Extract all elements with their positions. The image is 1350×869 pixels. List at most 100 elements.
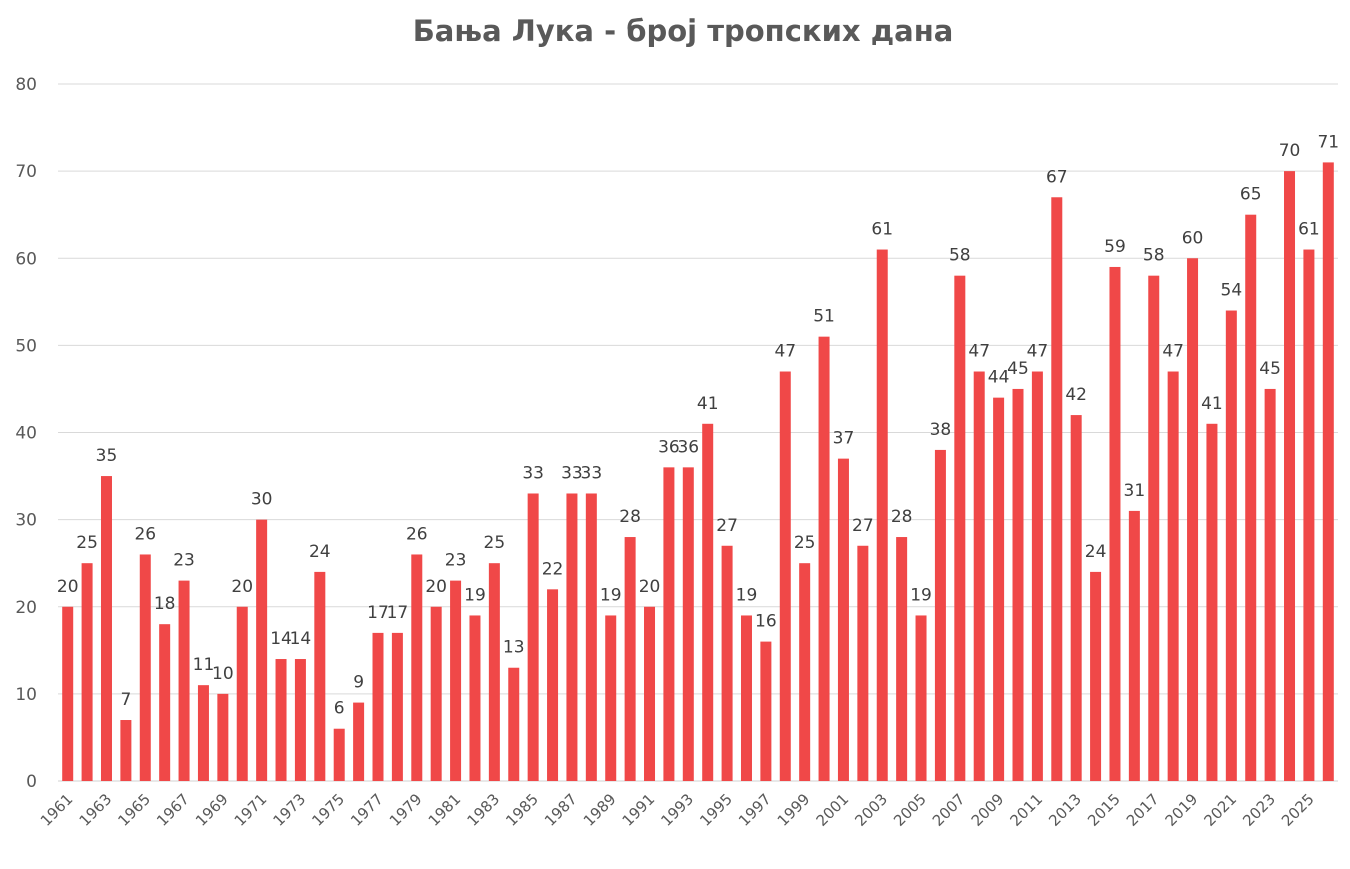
- bar: [1012, 388, 1024, 781]
- bar: [62, 606, 74, 781]
- bar: [605, 615, 617, 781]
- bar: [547, 589, 559, 781]
- x-tick-label: 1999: [774, 790, 814, 830]
- bar: [1322, 162, 1334, 782]
- bar: [566, 493, 578, 781]
- bar: [1090, 571, 1102, 781]
- data-label: 13: [503, 638, 525, 658]
- bar: [682, 467, 694, 781]
- data-label: 20: [57, 577, 79, 597]
- bar: [178, 580, 190, 781]
- x-tick-label: 1989: [580, 790, 620, 830]
- bar: [256, 519, 268, 781]
- data-label: 14: [270, 629, 292, 649]
- bar: [1051, 197, 1063, 781]
- data-label: 59: [1104, 237, 1126, 257]
- data-label: 60: [1182, 228, 1204, 248]
- x-tick-label: 2013: [1045, 790, 1085, 830]
- bar: [818, 336, 830, 781]
- data-label: 26: [134, 524, 156, 544]
- data-label: 38: [930, 420, 952, 440]
- bar: [217, 693, 229, 781]
- x-tick-label: 1971: [231, 790, 271, 830]
- data-label: 19: [464, 585, 486, 605]
- bar: [1128, 510, 1140, 781]
- x-tick-label: 2001: [813, 790, 853, 830]
- y-tick-label: 80: [15, 75, 37, 95]
- bar: [740, 615, 752, 781]
- data-label: 26: [406, 524, 428, 544]
- bar: [721, 545, 733, 781]
- y-tick-label: 70: [15, 162, 37, 182]
- bar: [799, 563, 811, 781]
- data-label: 31: [1124, 481, 1146, 501]
- data-label: 65: [1240, 185, 1262, 205]
- data-label: 67: [1046, 167, 1068, 187]
- x-tick-label: 2009: [968, 790, 1008, 830]
- bar: [915, 615, 927, 781]
- data-label: 30: [251, 490, 273, 510]
- bars: [62, 162, 1334, 782]
- x-tick-label: 2005: [890, 790, 930, 830]
- bar: [236, 606, 248, 781]
- bar: [469, 615, 481, 781]
- x-tick-label: 1985: [502, 790, 542, 830]
- data-label: 19: [910, 585, 932, 605]
- x-tick-label: 1977: [347, 790, 387, 830]
- bar: [159, 624, 171, 781]
- data-label: 45: [1007, 359, 1029, 379]
- x-tick-label: 2007: [929, 790, 969, 830]
- bar: [1070, 415, 1082, 781]
- x-tick-label: 2025: [1278, 790, 1318, 830]
- bar: [1284, 171, 1296, 781]
- y-tick-label: 60: [15, 249, 37, 269]
- x-tick-label: 1979: [386, 790, 426, 830]
- y-tick-label: 50: [15, 336, 37, 356]
- data-label: 19: [600, 585, 622, 605]
- x-tick-label: 1995: [696, 790, 736, 830]
- data-label: 27: [716, 516, 738, 536]
- data-label: 42: [1065, 385, 1087, 405]
- x-tick-label: 1981: [425, 790, 465, 830]
- bar: [1206, 423, 1218, 781]
- data-label: 71: [1317, 132, 1339, 152]
- data-label: 45: [1259, 359, 1281, 379]
- bar: [896, 537, 908, 781]
- data-label: 70: [1279, 141, 1301, 161]
- bar: [624, 537, 636, 781]
- data-label: 17: [387, 603, 409, 623]
- data-label: 19: [736, 585, 758, 605]
- data-label: 25: [484, 533, 506, 553]
- bar: [527, 493, 539, 781]
- bar: [314, 571, 326, 781]
- data-label: 54: [1221, 281, 1243, 301]
- data-label: 35: [96, 446, 118, 466]
- data-label: 24: [309, 542, 331, 562]
- x-tick-label: 1987: [541, 790, 581, 830]
- bar: [857, 545, 869, 781]
- x-tick-label: 1975: [308, 790, 348, 830]
- data-label: 61: [871, 220, 893, 240]
- data-label: 11: [193, 655, 215, 675]
- data-label: 28: [619, 507, 641, 527]
- x-tick-label: 2011: [1006, 790, 1046, 830]
- bar: [585, 493, 597, 781]
- data-label: 33: [581, 463, 603, 483]
- data-label: 33: [561, 463, 583, 483]
- bar: [430, 606, 442, 781]
- bar: [391, 632, 403, 781]
- data-label: 47: [774, 342, 796, 362]
- data-label: 25: [794, 533, 816, 553]
- bar: [644, 606, 656, 781]
- data-label: 61: [1298, 220, 1320, 240]
- x-tick-label: 2019: [1162, 790, 1202, 830]
- bar: [993, 397, 1005, 781]
- gridlines: [58, 83, 1338, 782]
- data-label: 41: [697, 394, 719, 414]
- x-tick-label: 2003: [851, 790, 891, 830]
- bar: [1187, 258, 1199, 781]
- bar: [81, 563, 93, 781]
- data-label: 23: [173, 551, 195, 571]
- data-label: 25: [76, 533, 98, 553]
